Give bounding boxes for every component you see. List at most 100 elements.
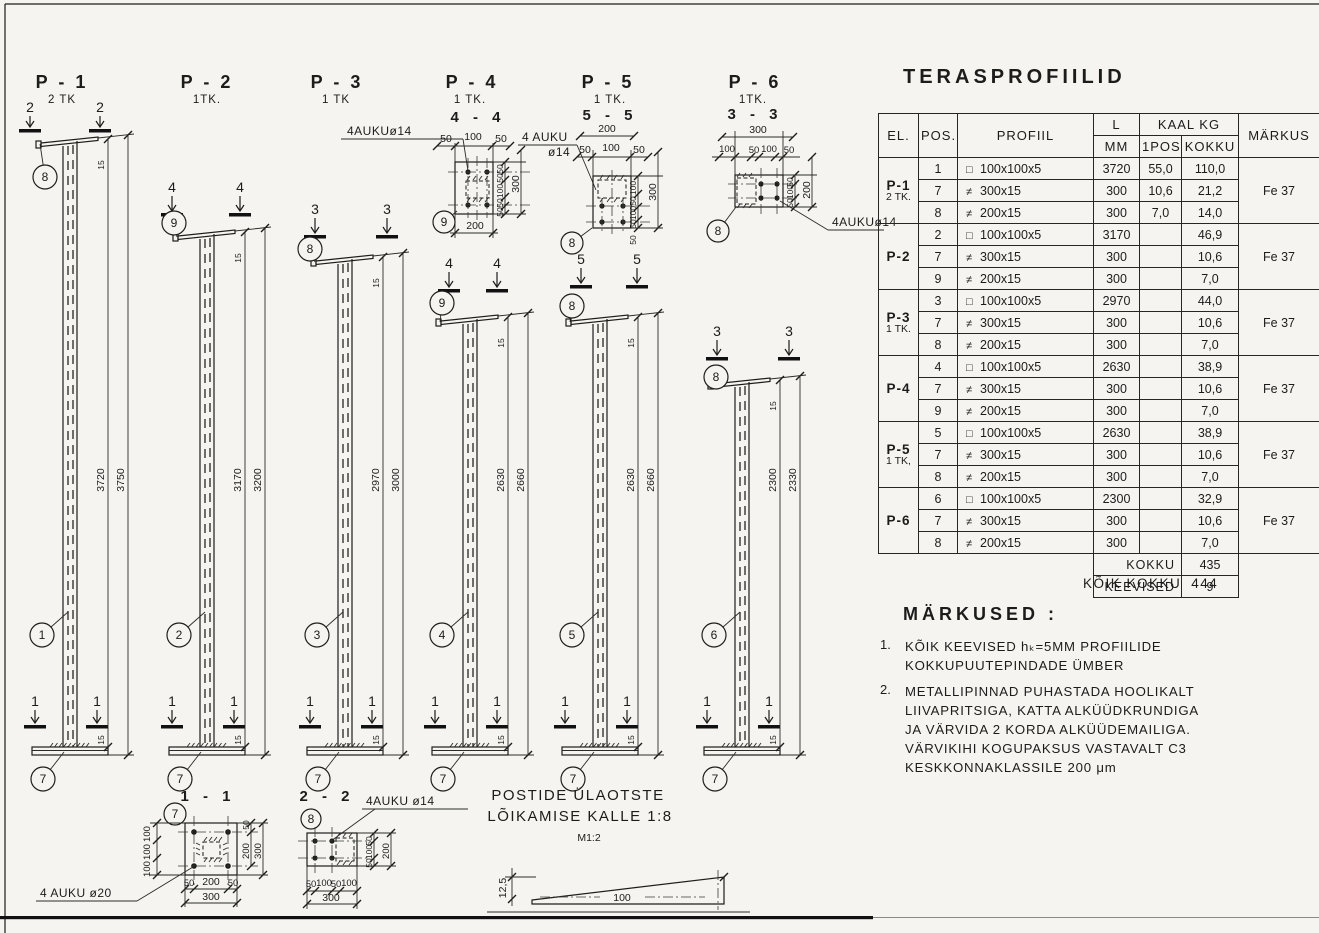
group-name: P-5 [886, 441, 911, 457]
balloon [559, 293, 585, 319]
profile-size: 200x15 [980, 403, 1022, 418]
weight-total-cell: 10,6 [1181, 443, 1239, 466]
section-mark-number: 3 [311, 201, 319, 217]
dim-label: 300 [202, 891, 220, 903]
column-count: 1TK. [193, 94, 221, 106]
balloon [161, 210, 187, 236]
profiil-cell: ≠ 200x15 [957, 333, 1094, 356]
weight-total-cell: 7,0 [1181, 267, 1239, 290]
section-mark-bar [223, 725, 245, 729]
detail-2-2: 2 - 2 8 4AUKU ø14 50 100 50 200 50 100 5… [298, 788, 468, 909]
weight1-cell: 10,6 [1139, 179, 1182, 202]
profiil-cell: ≠ 300x15 [957, 179, 1094, 202]
length-total-dim: 2330 [787, 468, 799, 492]
group-name: P-2 [886, 249, 911, 264]
length-cell: 300 [1093, 443, 1140, 466]
dim-label: 50 [331, 879, 342, 890]
length-cell: 300 [1093, 465, 1140, 488]
balloon [703, 364, 729, 390]
profile-size: 300x15 [980, 183, 1022, 198]
top-plate [440, 314, 499, 326]
balloon [560, 231, 584, 255]
note-line: METALLIPINNAD PUHASTADA HOOLIKALT [905, 684, 1195, 699]
weight1-cell: 7,0 [1139, 201, 1182, 224]
weight-total-cell: 10,6 [1181, 377, 1239, 400]
plate-thickness-dim: 15 [496, 338, 506, 348]
length-total-dim: 2660 [645, 468, 657, 492]
dim-label: 100 [464, 131, 482, 143]
dim-label: 100 [785, 185, 795, 199]
holes-label: ø14 [548, 145, 570, 159]
balloon [163, 802, 187, 826]
profiil-cell: ≠ 200x15 [957, 399, 1094, 422]
column-title: P - 2 [181, 72, 234, 92]
table-row: P-1 2 TK. 1 □ 100x100x5 3720 55,0 110,0 Fe… [878, 157, 1319, 224]
column-count: 1 TK. [594, 94, 626, 106]
section-mark-number: 4 [236, 179, 244, 195]
section-mark-number: 1 [31, 693, 39, 709]
section-mark-number: 1 [168, 693, 176, 709]
profile-size: 100x100x5 [980, 491, 1042, 506]
section-mark-number: 1 [431, 693, 439, 709]
balloon [30, 766, 56, 792]
section-mark-bar [86, 725, 108, 729]
section-mark-bar [19, 129, 41, 133]
grand-total-value: 444 [1191, 576, 1219, 591]
pos-cell: 8 [918, 333, 958, 356]
table-row: 8 ≠ 200x15 300 7,0 14,0 [879, 201, 1319, 224]
pos-cell: 3 [918, 289, 958, 312]
section-mark-number: 4 [445, 255, 453, 271]
balloon [429, 290, 455, 316]
profiil-cell: □ 100x100x5 [957, 223, 1094, 246]
group-el-cell: P-4 [878, 355, 919, 422]
profile-size: 100x100x5 [980, 293, 1042, 308]
table-row: 7 ≠ 300x15 300 10,6 [879, 377, 1319, 400]
balloon-number: 5 [569, 628, 576, 642]
holes-label: 4AUKUø14 [347, 124, 412, 138]
length-cell: 2970 [1093, 289, 1140, 312]
weight-total-cell: 7,0 [1181, 465, 1239, 488]
dim-label: 50 [440, 133, 452, 145]
length-dim: 2970 [370, 468, 382, 492]
weight1-cell [1139, 333, 1182, 356]
plate-thickness-dim: 15 [496, 735, 506, 745]
plate-thickness-dim: 15 [371, 735, 381, 745]
weight1-cell: 55,0 [1139, 157, 1182, 180]
note-number: 1. [880, 637, 891, 652]
note-item: 1. KÕIK KEEVISED hₖ=5MM PROFIILIDE KOKKU… [880, 637, 1310, 675]
dim-label: 100 [142, 844, 153, 860]
weight-total-cell: 14,0 [1181, 201, 1239, 224]
length-dim: 2630 [625, 468, 637, 492]
note-line: LIIVAPRITSIGA, KATTA ALKÜÜDKRUNDIGA [905, 703, 1200, 718]
weight1-cell [1139, 421, 1182, 444]
profile-symbol: ≠ [966, 185, 973, 198]
balloon [702, 766, 728, 792]
profiil-cell: □ 100x100x5 [957, 157, 1094, 180]
dim-label: 50 [785, 177, 795, 187]
section-mark-bar [554, 725, 576, 729]
plate-thickness-dim: 15 [371, 278, 381, 288]
column-title: P - 1 [36, 72, 89, 92]
dim-label: 200 [241, 843, 252, 859]
profiil-cell: ≠ 300x15 [957, 377, 1094, 400]
profile-symbol: □ [966, 493, 973, 506]
section-mark-number: 1 [306, 693, 314, 709]
dim-label: 200 [381, 843, 392, 859]
dim-label: 50 [495, 198, 505, 208]
column-count: 1TK. [739, 94, 767, 106]
profile-symbol: ≠ [966, 317, 973, 330]
dim-label: 100 [341, 878, 357, 889]
dim-label: 100 [316, 878, 332, 889]
table-row: 8 ≠ 200x15 300 7,0 [879, 531, 1319, 554]
markus-cell: Fe 37 [1238, 421, 1319, 488]
length-cell: 300 [1093, 201, 1140, 224]
markus-cell: Fe 37 [1238, 223, 1319, 290]
weight1-cell [1139, 245, 1182, 268]
section-mark-number: 1 [493, 693, 501, 709]
column-count: 1 TK. [454, 94, 486, 106]
weight1-cell [1139, 465, 1182, 488]
group-name: P-1 [886, 177, 911, 193]
section-mark-bar [89, 129, 111, 133]
weight-total-cell: 46,9 [1181, 223, 1239, 246]
